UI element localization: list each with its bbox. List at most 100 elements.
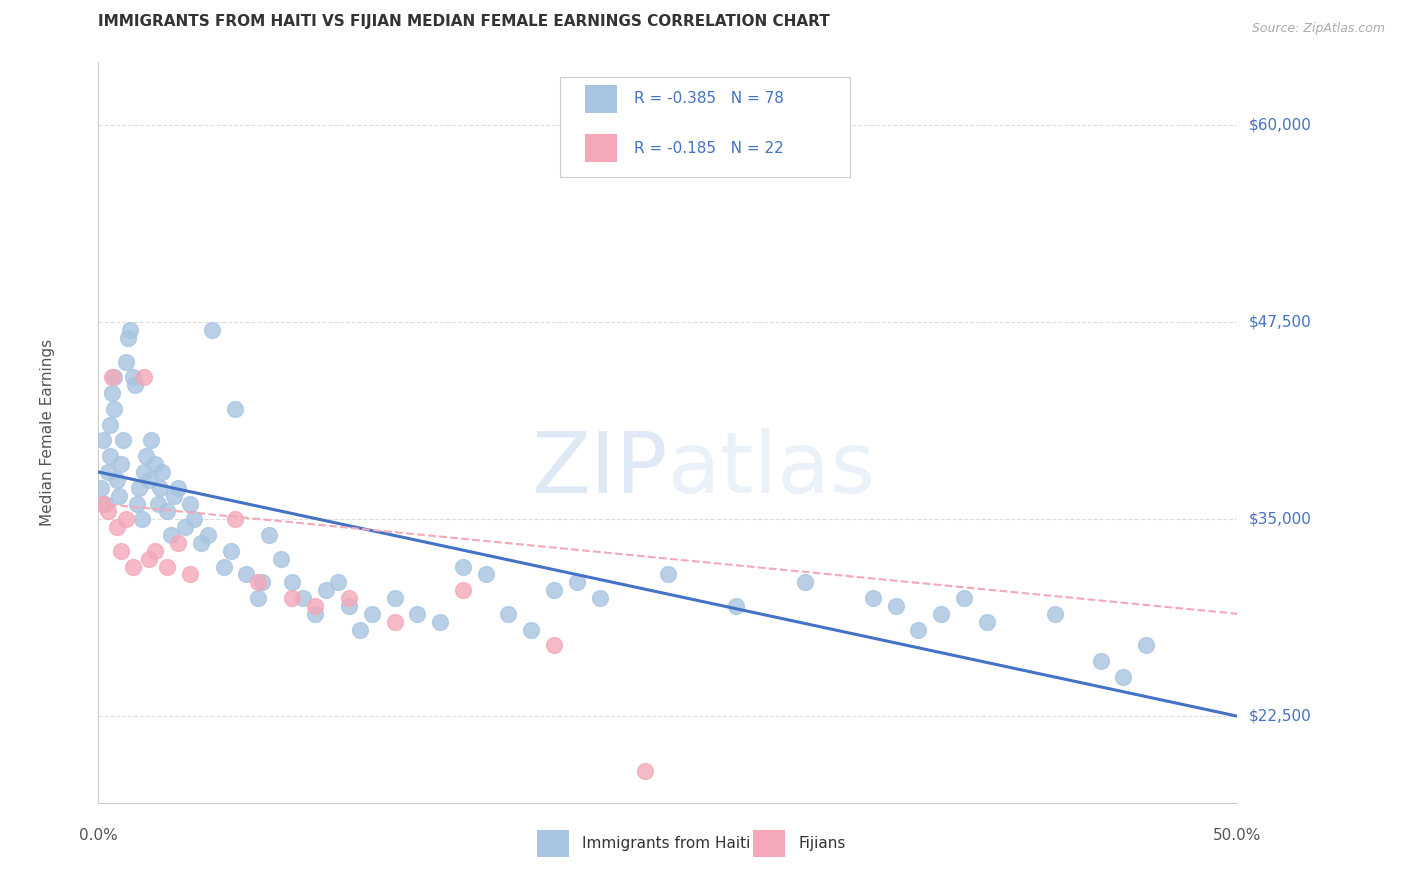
Point [543,583,565,598]
Point [179,567,201,582]
Point [131,512,153,526]
FancyBboxPatch shape [560,78,851,178]
FancyBboxPatch shape [585,135,617,162]
Point [146,496,169,510]
Point [235,567,257,582]
Point [907,623,929,637]
Point [429,615,451,629]
Text: R = -0.385   N = 78: R = -0.385 N = 78 [634,91,783,106]
Point [543,638,565,652]
Point [105,520,128,534]
Point [953,591,976,605]
Text: Immigrants from Haiti: Immigrants from Haiti [582,836,751,851]
Point [150,465,173,479]
Point [281,591,304,605]
Point [128,481,150,495]
Point [884,599,907,613]
Point [127,496,149,510]
Point [98,449,121,463]
Point [224,512,246,526]
Text: 50.0%: 50.0% [1213,828,1261,843]
Point [103,402,125,417]
Point [588,591,610,605]
Point [384,591,406,605]
Point [406,607,429,621]
Point [212,559,235,574]
Point [96,465,118,479]
Point [1090,654,1112,668]
FancyBboxPatch shape [537,830,569,857]
Point [326,575,349,590]
Point [451,559,474,574]
FancyBboxPatch shape [754,830,785,857]
Point [929,607,952,621]
Point [360,607,382,621]
Point [138,473,160,487]
Point [304,599,326,613]
Point [145,457,167,471]
Text: $22,500: $22,500 [1249,708,1312,723]
Point [132,370,155,384]
Point [201,323,224,337]
Point [976,615,998,629]
Text: ZIP: ZIP [531,428,668,511]
Point [793,575,815,590]
Point [259,528,281,542]
Text: $47,500: $47,500 [1249,315,1312,330]
Point [101,370,124,384]
Point [160,528,183,542]
Point [110,543,132,558]
Point [167,481,190,495]
Point [132,465,155,479]
Point [292,591,315,605]
Point [145,543,167,558]
Point [315,583,337,598]
Point [90,481,112,495]
Text: R = -0.185   N = 22: R = -0.185 N = 22 [634,141,783,156]
Point [108,489,131,503]
Point [105,473,128,487]
Text: Source: ZipAtlas.com: Source: ZipAtlas.com [1251,22,1385,36]
Point [91,496,114,510]
Text: Fijians: Fijians [799,836,846,851]
Point [103,370,125,384]
Point [219,543,242,558]
Point [270,551,292,566]
Point [1112,670,1135,684]
Point [174,520,197,534]
Point [252,575,274,590]
Point [197,528,219,542]
Point [120,323,142,337]
Point [156,559,179,574]
Point [725,599,748,613]
Point [162,489,184,503]
Text: $35,000: $35,000 [1249,512,1312,527]
Text: 0.0%: 0.0% [79,828,118,843]
Point [179,496,201,510]
Point [190,536,212,550]
Point [451,583,474,598]
Point [156,504,179,518]
Point [565,575,588,590]
Point [96,504,118,518]
Point [304,607,326,621]
Text: IMMIGRANTS FROM HAITI VS FIJIAN MEDIAN FEMALE EARNINGS CORRELATION CHART: IMMIGRANTS FROM HAITI VS FIJIAN MEDIAN F… [98,14,830,29]
Text: $60,000: $60,000 [1249,118,1312,133]
Point [121,370,143,384]
Point [114,355,136,369]
Point [121,559,143,574]
Point [498,607,520,621]
Point [98,417,121,432]
Point [117,331,139,345]
Text: atlas: atlas [668,428,876,511]
Point [139,434,162,448]
Point [124,378,146,392]
Point [149,481,172,495]
Point [94,496,117,510]
Point [520,623,543,637]
Point [135,449,157,463]
Point [138,551,160,566]
Point [337,591,360,605]
Point [91,434,114,448]
Point [384,615,406,629]
